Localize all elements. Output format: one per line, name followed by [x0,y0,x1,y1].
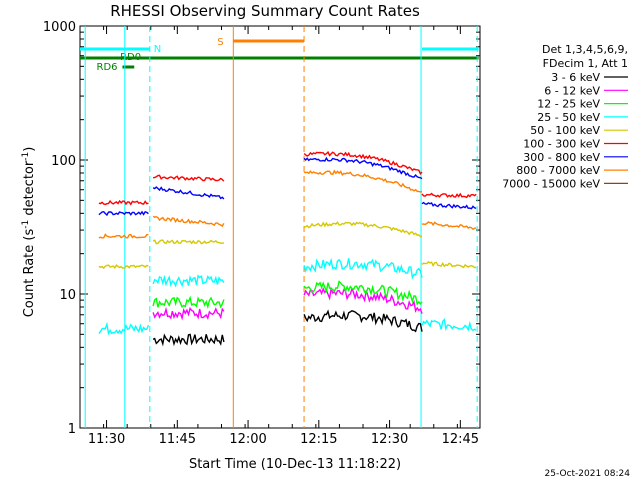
legend-label: 25 - 50 keV [537,111,600,124]
series-line [303,309,423,333]
series-line [421,261,477,269]
series-line [303,280,423,306]
series-line [303,286,423,314]
series-line [152,174,225,182]
x-tick-label: 11:45 [159,432,196,447]
x-tick-label: 12:30 [371,432,408,447]
legend-label: 7000 - 15000 keV [502,177,600,190]
y-tick-label: 100 [51,154,76,169]
n-flag-label: N [154,44,161,55]
x-axis-label: Start Time (10-Dec-13 11:18:22) [189,457,401,472]
y-tick-label: 1 [68,422,76,437]
legend-label: 6 - 12 keV [544,84,600,97]
series-line [304,221,423,238]
series-line [421,201,477,210]
series-line [98,321,150,336]
plot-frame [79,25,481,429]
legend-label: 300 - 800 keV [523,151,600,164]
x-tick-label: 11:30 [88,432,125,447]
series-line [303,257,423,280]
series-line [98,233,149,239]
x-tick-label: 12:15 [300,432,337,447]
legend-label: 12 - 25 keV [537,98,600,111]
legend-label: 3 - 6 keV [551,71,600,84]
series-group [98,150,477,347]
series-line [303,150,423,176]
x-tick-label: 12:00 [229,432,266,447]
y-tick-label: 1000 [43,20,76,35]
series-line [152,215,225,228]
series-line [152,239,224,245]
rd6-flag-label: RD6 [97,62,118,73]
series-line [421,192,477,199]
legend-label: 100 - 300 keV [523,138,600,151]
series-line [303,156,423,180]
series-line [304,169,423,193]
series-line [98,210,149,217]
chart-title: RHESSI Observing Summary Count Rates [110,2,420,20]
legend-label: 800 - 7000 keV [516,164,600,177]
series-line [152,333,225,347]
y-axis-label: Count Rate (s-1 detector-1) [21,147,37,318]
legend-label: 50 - 100 keV [530,124,600,137]
axis-ticks: 11:30 11:45 12:00 12:15 12:30 12:45 1 10 100 1000 [43,20,480,447]
series-line [152,295,225,310]
series-line [152,186,225,200]
s-flag-label: S [217,37,223,48]
x-tick-label: 12:45 [442,432,479,447]
legend-header-1: Det 1,3,4,5,6,9, [542,43,628,56]
series-line [422,221,477,231]
rd0-flag-label: RD0 [120,52,141,63]
series-line [98,199,149,206]
y-tick-label: 10 [59,288,76,303]
series-line [152,306,225,321]
timestamp: 25-Oct-2021 08:24 [545,469,631,479]
legend: Det 1,3,4,5,6,9, FDecim 1, Att 1 3 - 6 k… [502,43,628,190]
series-line [98,264,149,270]
series-line [152,274,225,288]
series-line [421,317,477,332]
legend-header-2: FDecim 1, Att 1 [543,57,628,70]
